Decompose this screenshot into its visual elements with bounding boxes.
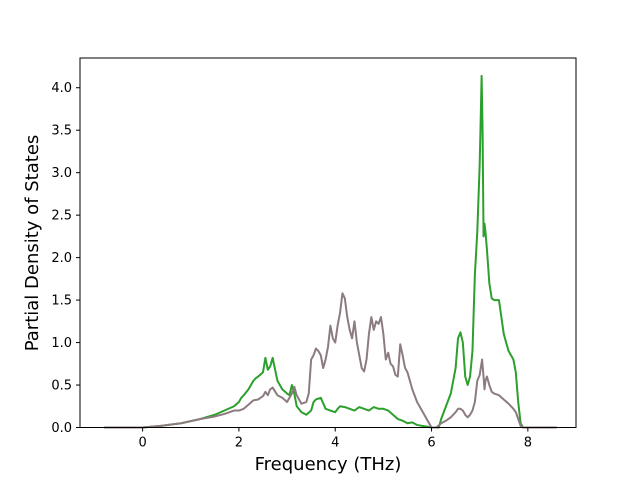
x-tick-label: 6: [427, 436, 435, 451]
x-tick-label: 8: [524, 436, 532, 451]
x-tick-label: 4: [331, 436, 339, 451]
y-tick-label: 2.5: [51, 209, 72, 224]
axes-frame: [79, 57, 577, 428]
y-tick-label: 3.0: [51, 166, 72, 181]
x-axis-label: Frequency (THz): [255, 454, 402, 475]
y-tick-label: 3.5: [51, 124, 72, 139]
y-tick-label: 4.0: [51, 81, 72, 96]
y-tick-label: 1.5: [51, 294, 72, 309]
y-axis-label: Partial Density of States: [22, 135, 43, 352]
x-tick-label: 0: [138, 436, 146, 451]
plot-area: [104, 74, 557, 429]
series-line-1: [104, 74, 557, 429]
series-line-2: [104, 292, 557, 429]
x-axis: 0 2 4 6 8: [138, 427, 532, 451]
x-tick-label: 2: [235, 436, 243, 451]
y-tick-label: 2.0: [51, 251, 72, 266]
y-tick-label: 1.0: [51, 336, 72, 351]
y-tick-label: 0.5: [51, 379, 72, 394]
y-axis: 0.0 0.5 1.0 1.5 2.0 2.5 3.0 3.5 4.0: [51, 81, 80, 436]
y-tick-label: 0.0: [51, 421, 72, 436]
